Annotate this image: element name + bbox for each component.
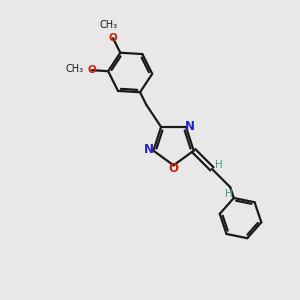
Text: H: H <box>225 189 232 199</box>
Text: H: H <box>214 160 222 170</box>
Text: CH₃: CH₃ <box>100 20 118 30</box>
Text: O: O <box>88 65 96 75</box>
Text: O: O <box>169 162 178 175</box>
Text: O: O <box>109 33 117 43</box>
Text: N: N <box>144 143 154 156</box>
Text: N: N <box>185 120 195 133</box>
Text: CH₃: CH₃ <box>65 64 83 74</box>
